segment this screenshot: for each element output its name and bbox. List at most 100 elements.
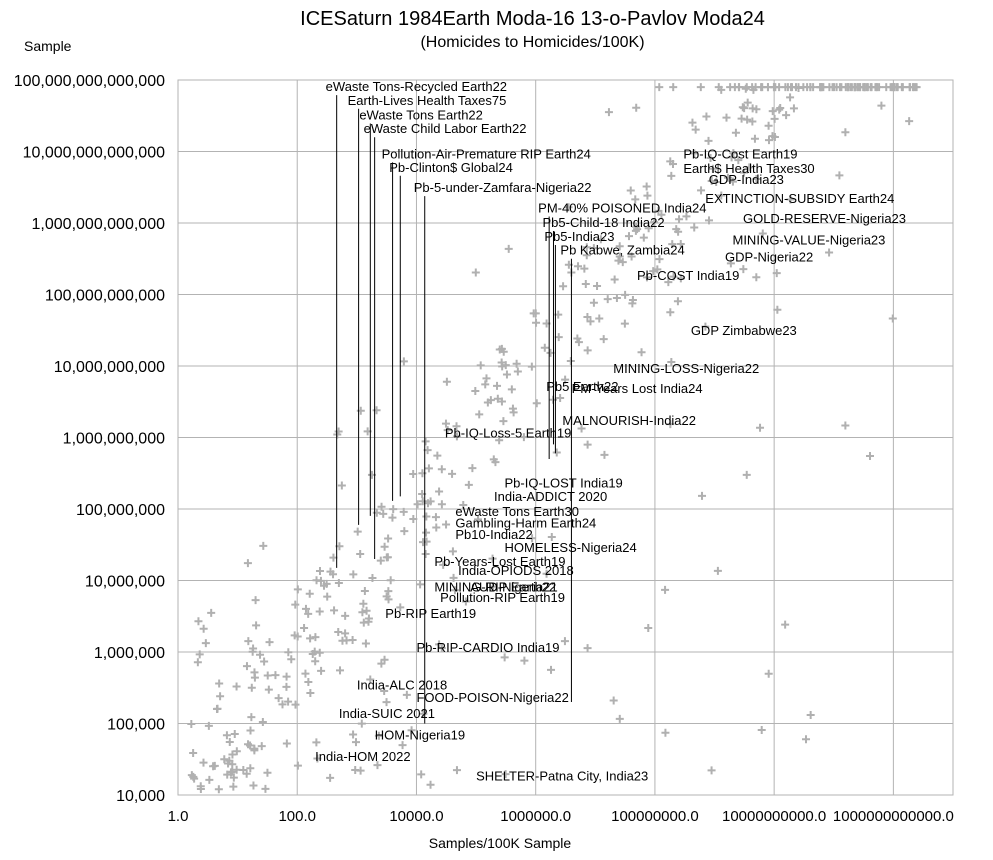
data-point — [293, 585, 302, 594]
data-point — [682, 212, 691, 221]
data-point — [315, 648, 324, 657]
data-point — [708, 164, 717, 173]
data-point — [723, 173, 732, 182]
point-label: Pb Kabwe, Zambia24 — [560, 243, 684, 258]
data-point — [627, 252, 636, 261]
data-point — [452, 766, 461, 775]
data-point — [293, 761, 302, 770]
data-point — [225, 737, 234, 746]
data-point — [201, 639, 210, 648]
point-label: MINING-VALUE-Nigeria23 — [732, 233, 885, 248]
data-point — [435, 640, 444, 649]
data-point — [243, 559, 252, 568]
data-point — [593, 281, 602, 290]
data-point — [748, 117, 757, 126]
data-point — [615, 714, 624, 723]
data-point — [301, 669, 310, 678]
x-tick-label: 100.0 — [278, 808, 316, 825]
data-point — [353, 527, 362, 536]
data-point — [653, 265, 662, 274]
data-point — [669, 83, 678, 92]
data-point — [664, 278, 673, 287]
data-point — [247, 713, 256, 722]
data-point — [770, 114, 779, 123]
data-point — [229, 773, 238, 782]
data-point — [705, 216, 714, 225]
point-label: Pb5-India23 — [544, 229, 614, 244]
data-point — [639, 233, 648, 242]
data-point — [489, 582, 498, 591]
data-point — [337, 481, 346, 490]
point-label: MINING-LOSS-Nigeria22 — [613, 361, 759, 376]
data-point — [586, 317, 595, 326]
point-label: Pb-Clinton$ Global24 — [389, 160, 513, 175]
data-point — [282, 739, 291, 748]
data-point — [707, 766, 716, 775]
data-point — [698, 491, 707, 500]
data-point — [204, 721, 213, 730]
data-point — [213, 704, 222, 713]
data-point — [341, 629, 350, 638]
data-point — [644, 224, 653, 233]
data-point — [443, 426, 452, 435]
point-label: Pb-IQ-LOST India19 — [505, 475, 623, 490]
data-point — [509, 408, 518, 417]
data-point — [372, 508, 381, 517]
point-label: HOMELESS-Nigeria24 — [505, 540, 637, 555]
point-label: Pb-RIP Earth19 — [385, 606, 476, 621]
data-point — [291, 700, 300, 709]
point-label: Earth$ Health Taxes30 — [683, 161, 814, 176]
data-point — [194, 617, 203, 626]
data-point — [311, 657, 320, 666]
data-point — [242, 662, 251, 671]
data-point — [399, 507, 408, 516]
data-point — [574, 262, 583, 271]
data-point — [668, 240, 677, 249]
data-point — [315, 566, 324, 575]
data-point — [195, 650, 204, 659]
data-point — [745, 163, 754, 172]
data-point — [306, 634, 315, 643]
data-point — [249, 644, 258, 653]
data-point — [786, 93, 795, 102]
data-point — [561, 375, 570, 384]
data-point — [229, 782, 238, 791]
data-point — [228, 750, 237, 759]
data-point — [676, 240, 685, 249]
point-label: Pb-IQ-Loss-5 Earth19 — [445, 426, 571, 441]
data-point — [452, 432, 461, 441]
data-point — [222, 731, 231, 740]
data-point — [489, 455, 498, 464]
data-point — [209, 762, 218, 771]
data-point — [690, 149, 699, 158]
y-tick-label: 1,000,000,000,000 — [32, 216, 166, 233]
data-point — [632, 103, 641, 112]
data-point — [330, 606, 339, 615]
data-point — [348, 635, 357, 644]
data-point — [377, 502, 386, 511]
data-point — [334, 628, 343, 637]
data-point — [786, 195, 795, 204]
data-point — [669, 272, 678, 281]
data-markers — [187, 83, 921, 794]
data-point — [216, 692, 225, 701]
data-point — [362, 606, 371, 615]
data-point — [566, 356, 575, 365]
data-point — [559, 282, 568, 291]
point-label: AUD-Nigeria21 — [470, 580, 557, 595]
data-point — [349, 730, 358, 739]
y-tick-label: 100,000,000,000,000 — [14, 73, 165, 90]
data-point — [372, 406, 381, 415]
data-point — [886, 83, 895, 92]
data-point — [649, 267, 658, 276]
data-point — [264, 685, 273, 694]
data-point — [497, 397, 506, 406]
data-point — [741, 84, 750, 93]
y-tick-label: 10,000,000,000 — [54, 359, 165, 376]
data-point — [531, 309, 540, 318]
data-point — [244, 740, 253, 749]
data-point — [304, 609, 313, 618]
data-point — [305, 589, 314, 598]
data-point — [743, 115, 752, 124]
data-point — [532, 318, 541, 327]
